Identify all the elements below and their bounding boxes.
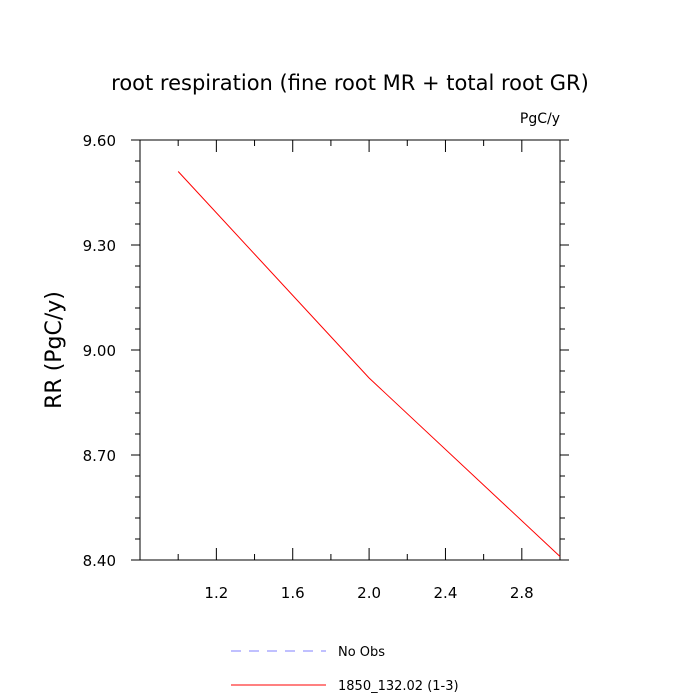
units-label: PgC/y: [520, 111, 560, 127]
x-tick-label: 2.4: [434, 584, 458, 602]
legend-label: No Obs: [338, 645, 385, 660]
y-axis-label: RR (PgC/y): [42, 291, 67, 409]
y-tick-label: 9.00: [83, 342, 116, 360]
series-line: [177, 171, 561, 557]
x-tick-label: 1.6: [281, 584, 305, 602]
y-tick-label: 9.30: [83, 237, 116, 255]
x-tick-label: 1.2: [204, 584, 228, 602]
x-tick-labels: 1.2 1.6 2.0 2.4 2.8: [204, 584, 533, 602]
y-tick-label: 8.40: [83, 552, 116, 570]
chart-title: root respiration (fine root MR + total r…: [111, 71, 589, 95]
axis-ticks: [131, 139, 569, 561]
y-tick-labels: 8.40 8.70 9.00 9.30 9.60: [83, 132, 116, 570]
legend: No Obs 1850_132.02 (1-3): [231, 645, 459, 694]
y-tick-label: 8.70: [83, 447, 116, 465]
x-tick-label: 2.0: [357, 584, 381, 602]
y-tick-label: 9.60: [83, 132, 116, 150]
series-layer: [177, 171, 561, 557]
legend-label: 1850_132.02 (1-3): [338, 679, 459, 694]
x-tick-label: 2.8: [510, 584, 534, 602]
